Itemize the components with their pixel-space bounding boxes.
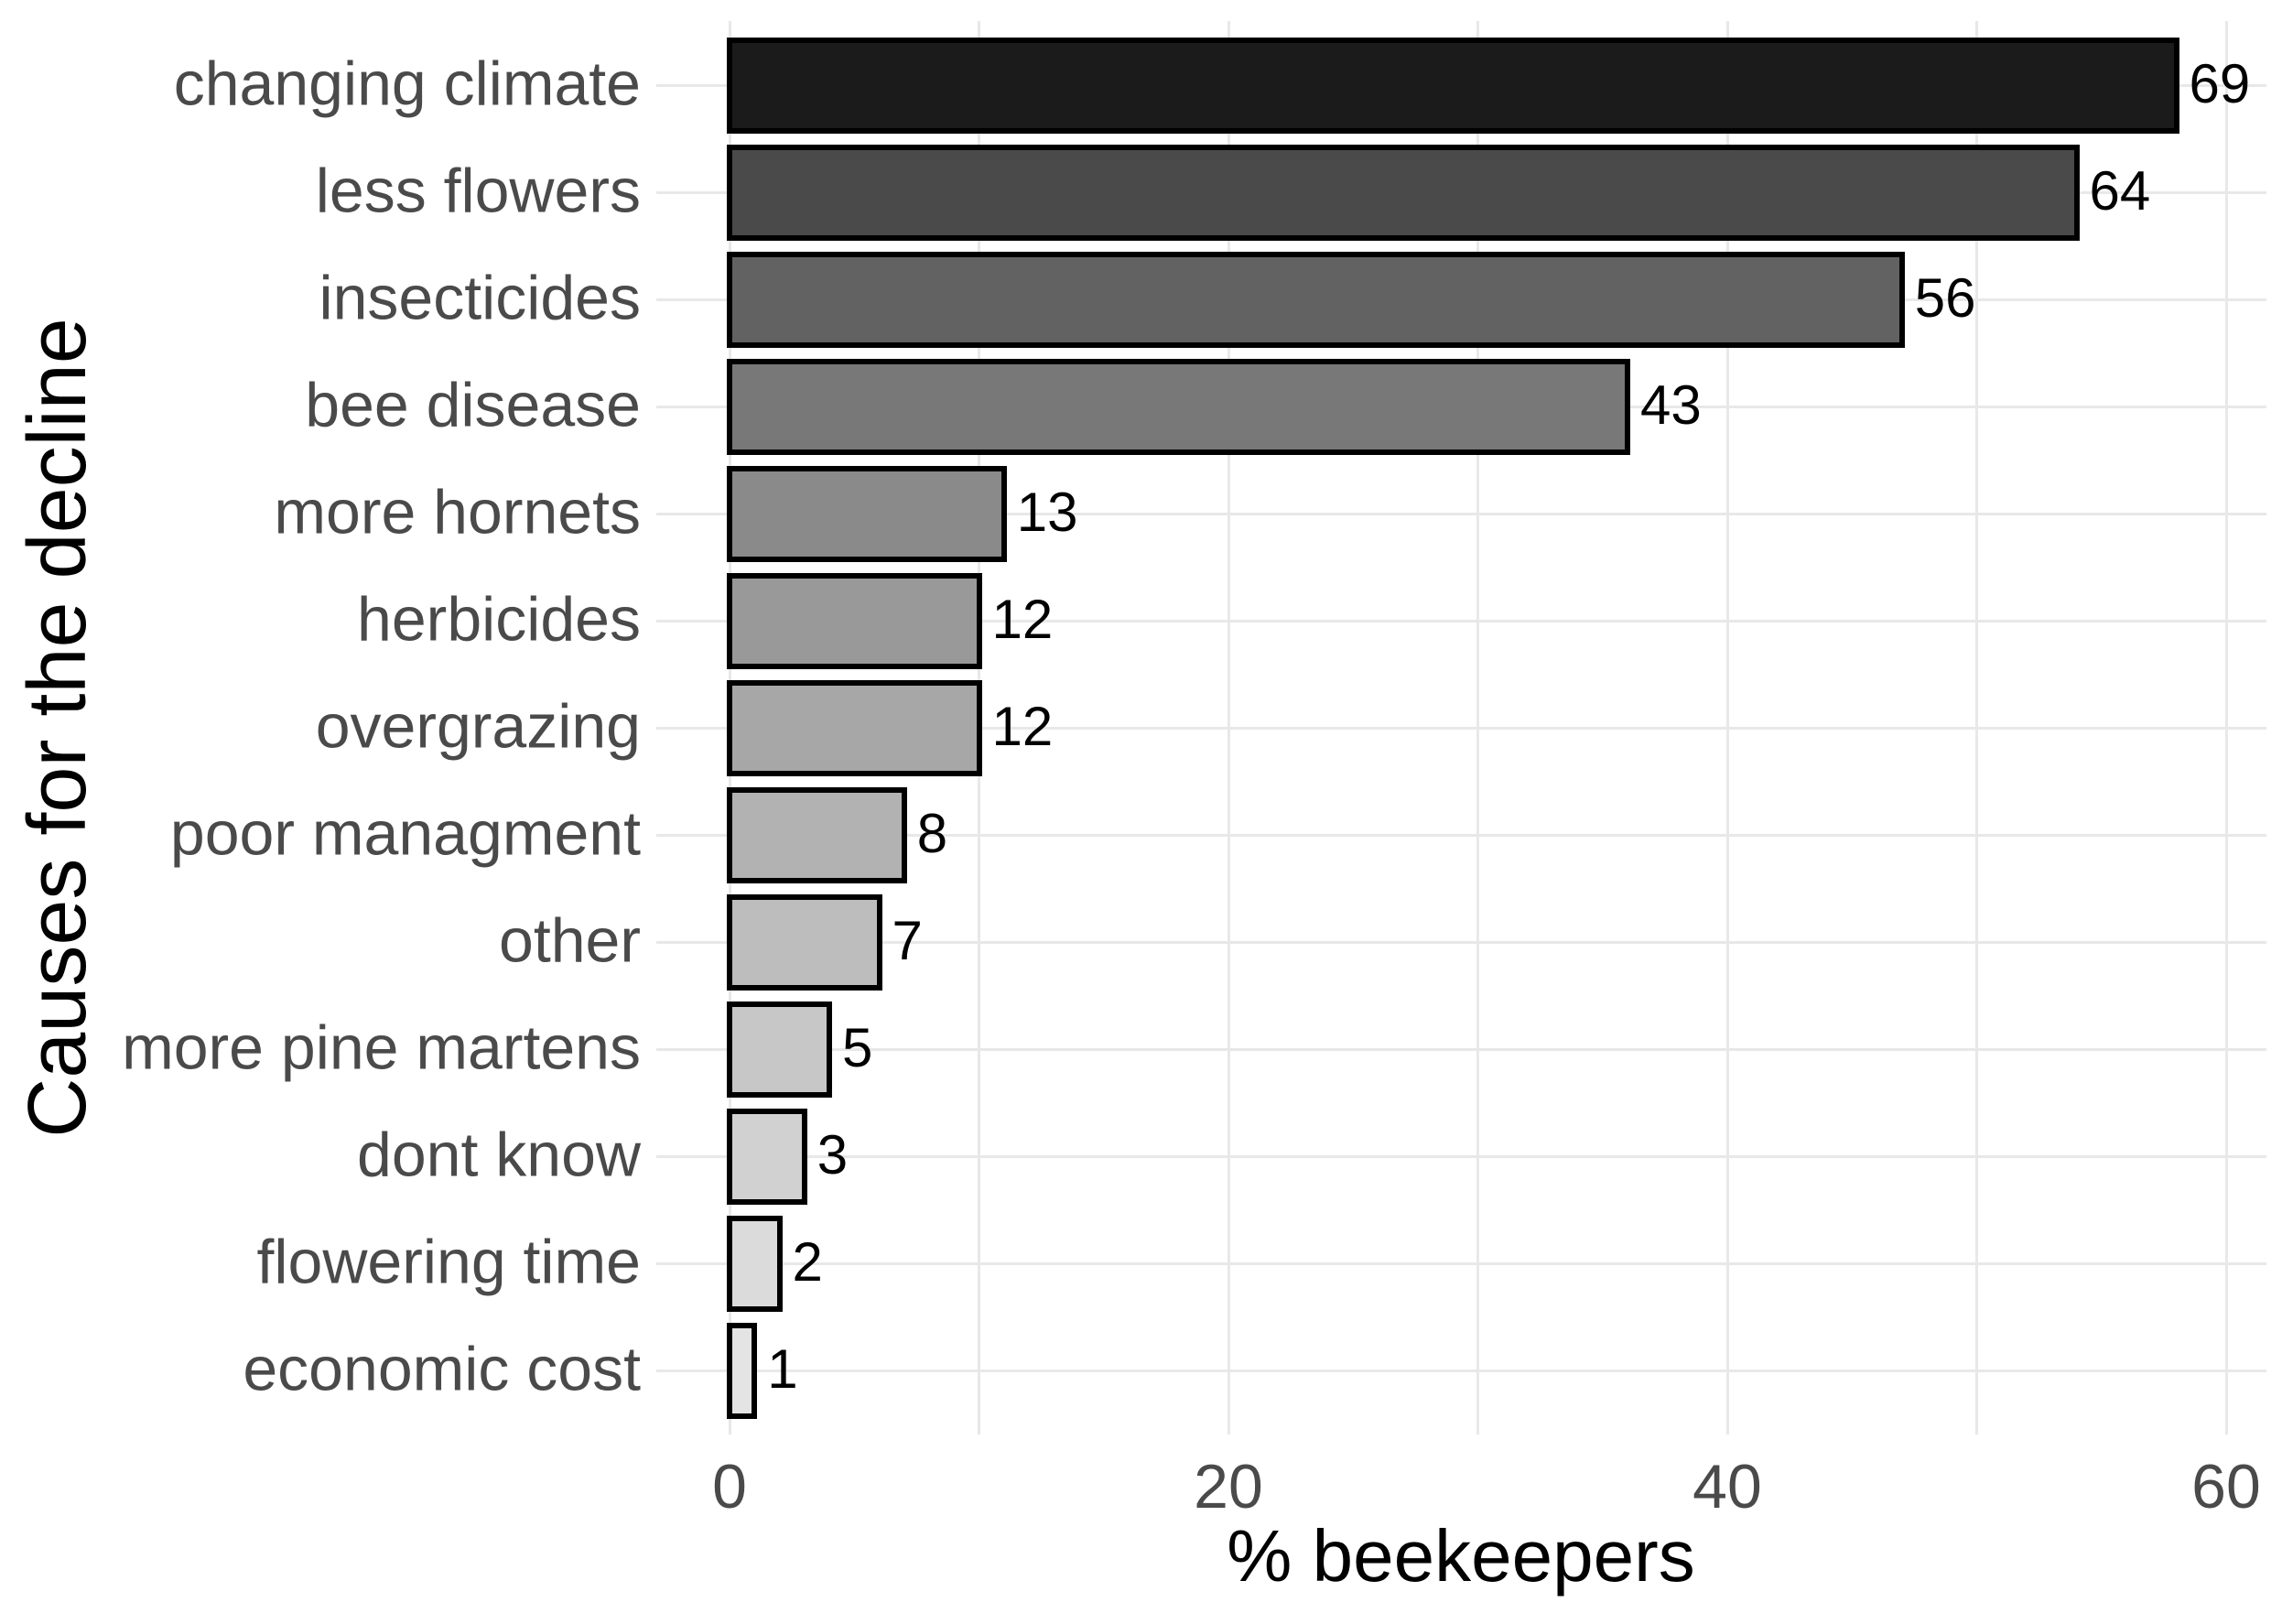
bar-value-label: 8 xyxy=(916,802,948,864)
bar-value-label: 2 xyxy=(792,1230,823,1293)
x-axis-tick-label: 40 xyxy=(1692,1452,1762,1521)
x-axis-tick-label: 0 xyxy=(712,1452,747,1521)
bar xyxy=(727,1001,832,1098)
bar-value-label: 64 xyxy=(2089,159,2151,222)
y-axis-category-label: dont know xyxy=(357,1120,641,1190)
y-axis-category-label: herbicides xyxy=(357,584,641,655)
y-gridline xyxy=(656,833,2266,837)
bar-value-label: 12 xyxy=(991,588,1054,650)
bar xyxy=(727,679,982,776)
y-axis-category-label: less flowers xyxy=(315,156,641,226)
bar-value-label: 13 xyxy=(1016,481,1078,543)
bar xyxy=(727,144,2080,241)
y-axis-category-label: economic cost xyxy=(243,1334,641,1404)
bar xyxy=(727,358,1630,455)
bar-value-label: 69 xyxy=(2189,52,2251,114)
y-gridline xyxy=(656,940,2266,944)
y-axis-category-label: other xyxy=(499,905,641,976)
y-gridline xyxy=(656,1047,2266,1051)
bar-value-label: 7 xyxy=(892,909,923,971)
y-axis-category-label: more hornets xyxy=(274,477,641,547)
bar xyxy=(727,465,1007,562)
bar xyxy=(727,1215,783,1312)
x-axis-tick-label: 60 xyxy=(2191,1452,2261,1521)
bar-value-label: 56 xyxy=(1914,266,1976,329)
bar-value-label: 5 xyxy=(842,1016,873,1078)
bar xyxy=(727,37,2179,134)
bar-value-label: 12 xyxy=(991,695,1054,757)
y-axis-category-label: bee disease xyxy=(305,370,641,440)
bar xyxy=(727,893,882,991)
y-axis-category-label: changing climate xyxy=(173,49,641,119)
bar xyxy=(727,786,907,883)
y-gridline xyxy=(656,619,2266,623)
y-gridline xyxy=(656,1261,2266,1265)
y-gridline xyxy=(656,726,2266,730)
y-axis-category-label: flowering time xyxy=(256,1227,642,1297)
y-gridline xyxy=(656,512,2266,515)
y-axis-category-label: more pine martens xyxy=(122,1012,641,1083)
bar xyxy=(727,572,982,669)
x-axis-tick-label: 20 xyxy=(1194,1452,1263,1521)
bar xyxy=(727,251,1905,348)
bar xyxy=(727,1108,807,1205)
y-gridline xyxy=(656,1154,2266,1158)
y-axis-category-label: insecticides xyxy=(319,263,642,333)
x-axis-title: % beekeepers xyxy=(1227,1515,1695,1597)
bar-value-label: 43 xyxy=(1640,374,1702,436)
y-axis-category-label: poor managment xyxy=(169,798,641,869)
y-gridline xyxy=(656,1369,2266,1372)
bar-value-label: 1 xyxy=(767,1337,798,1400)
bar-value-label: 3 xyxy=(816,1123,849,1186)
bar xyxy=(727,1322,758,1419)
y-axis-category-label: overgrazing xyxy=(315,691,641,762)
